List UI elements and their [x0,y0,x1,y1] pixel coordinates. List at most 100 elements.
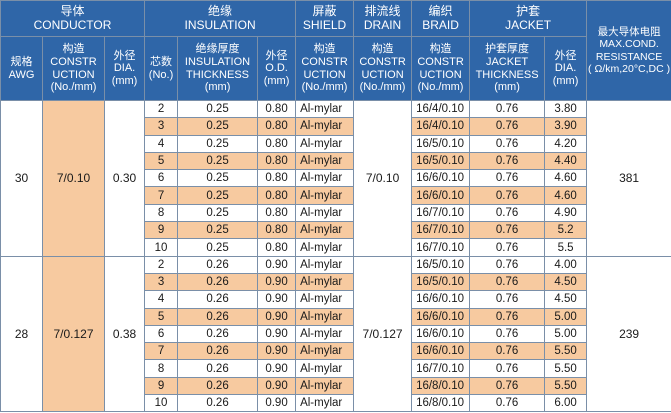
insulation-thickness-cell: 0.26 [177,272,259,292]
jacket-dia-cell: 4.00 [544,255,588,274]
insulation-thickness-cell: 0.25 [177,117,259,136]
insulation-thickness-cell: 0.25 [177,238,259,257]
cores-cell: 2 [144,255,179,274]
jacket-dia-cell: 4.40 [544,151,588,171]
shield-header: 屏蔽 SHIELD [295,0,355,37]
insulation-thickness-cell: 0.25 [177,203,259,223]
insulation-od-cell: 0.90 [257,255,297,274]
jacket-thickness-cell: 0.76 [469,394,546,413]
shield-construction-cell: Al-mylar [295,117,355,136]
cores-cell: 10 [144,394,179,413]
jacket-dia-cell: 5.5 [544,238,588,257]
shield-construction-cell: Al-mylar [295,151,355,171]
table-row: 7 0.26 0.90 Al-mylar 16/6/0.10 0.76 5.50 [1,342,671,361]
insulation-od-cell: 0.80 [257,221,297,240]
jacket-dia-cell: 5.00 [544,307,588,326]
ins-thickness-header-text: 绝缘厚度 INSULATION THICKNESS (mm) [184,43,251,94]
resistance-header-text: 最大导体电阻 MAX.COND. RESISTANCE ( Ω/km,20°C,… [588,26,671,75]
jacket-dia-cell: 5.50 [544,376,588,396]
cores-cell: 6 [144,169,179,188]
jacket-dia-cell: 4.50 [544,272,588,292]
jacket-thickness-cell: 0.76 [469,203,546,223]
insulation-od-cell: 0.80 [257,134,297,153]
conductor-dia-cell: 0.30 [103,100,146,257]
jacket-dia-header: 外径 DIA. (mm) [544,36,588,101]
shield-construction-cell: Al-mylar [295,324,355,344]
braid-construction-cell: 16/8/0.10 [411,376,471,396]
insulation-od-cell: 0.80 [257,238,297,257]
insulation-thickness-cell: 0.25 [177,99,259,119]
braid-header-text: 编织 BRAID [422,3,459,32]
insulation-thickness-cell: 0.26 [177,290,259,309]
braid-construction-cell: 16/7/0.10 [411,203,471,223]
jacket-thickness-cell: 0.76 [469,359,546,378]
jacket-header: 护套 JACKET [469,0,588,37]
awg-header-text: 规格 AWG [8,55,35,81]
shield-construction-cell: Al-mylar [295,221,355,240]
shield-construction-cell: Al-mylar [295,359,355,378]
table-row: 30 7/0.10 0.30 2 0.25 0.80 Al-mylar 7/0.10 16/4/… [0,99,671,257]
insulation-od-cell: 0.80 [257,99,297,119]
braid-construction-cell: 16/6/0.10 [411,324,471,344]
jacket-thickness-cell: 0.76 [469,221,546,240]
jacket-dia-cell: 4.50 [544,290,588,309]
braid-construction-cell: 16/7/0.10 [411,359,471,378]
cores-cell: 7 [144,186,179,205]
insulation-od-cell: 0.90 [257,359,297,378]
awg-cell: 30 [0,100,43,257]
cond-dia-header-text: 外径 DIA. (mm) [111,49,138,87]
conductor-dia-cell: 0.38 [103,255,146,413]
insulation-thickness-cell: 0.25 [177,221,259,240]
jacket-header-text: 护套 JACKET [505,3,552,32]
insulation-thickness-cell: 0.26 [177,342,259,361]
conductor-construction-cell: 7/0.127 [42,255,105,413]
insulation-thickness-cell: 0.26 [177,376,259,396]
cores-cell: 3 [144,117,179,136]
braid-construction-header-text: 构造 CONSTR UCTION (No./mm) [417,43,464,94]
awg-cell: 28 [0,255,43,413]
shield-construction-cell: Al-mylar [295,169,355,188]
ins-od-header-text: 外径 O.D. (mm) [263,49,290,87]
insulation-thickness-cell: 0.25 [177,151,259,171]
jacket-dia-cell: 5.50 [544,342,588,361]
shield-construction-cell: Al-mylar [295,134,355,153]
cores-cell: 2 [144,99,179,119]
shield-construction-cell: Al-mylar [295,203,355,223]
insulation-header-text: 绝缘 INSULATION [184,3,256,32]
insulation-header: 绝缘 INSULATION [144,0,297,37]
cond-construction-header: 构造 CONSTR UCTION (No./mm) [42,36,105,101]
jacket-dia-cell: 4.20 [544,134,588,153]
table-row: 28 7/0.127 0.38 2 0.26 0.90 Al-mylar 7/0.127 16/… [0,255,671,413]
braid-construction-cell: 16/6/0.10 [411,169,471,188]
braid-construction-cell: 16/4/0.10 [411,117,471,136]
cond-dia-header: 外径 DIA. (mm) [103,36,146,101]
cores-cell: 5 [144,307,179,326]
jacket-thickness-cell: 0.76 [469,324,546,344]
table-row: 10 0.25 0.80 Al-mylar 16/7/0.10 0.76 5.5 [1,238,671,257]
jacket-thickness-cell: 0.76 [469,238,546,257]
insulation-thickness-cell: 0.25 [177,186,259,205]
insulation-od-cell: 0.90 [257,272,297,292]
braid-construction-cell: 16/5/0.10 [411,255,471,274]
insulation-od-cell: 0.90 [257,376,297,396]
table-row: 6 0.25 0.80 Al-mylar 16/6/0.10 0.76 4.60 [1,169,671,188]
resistance-cell: 239 [586,255,671,413]
jacket-dia-cell: 3.80 [544,99,588,119]
braid-construction-cell: 16/5/0.10 [411,134,471,153]
drain-header: 排流线 DRAIN [353,0,413,37]
braid-construction-cell: 16/7/0.10 [411,221,471,240]
table-body: 30 7/0.10 0.30 2 0.25 0.80 Al-mylar 7/0.10 16/4/… [0,99,671,413]
table-row: 6 0.26 0.90 Al-mylar 16/6/0.10 0.76 5.00 [1,324,671,344]
table-row: 9 0.26 0.90 Al-mylar 16/8/0.10 0.76 5.50 [1,376,671,396]
insulation-od-cell: 0.90 [257,342,297,361]
jacket-dia-cell: 3.90 [544,117,588,136]
jacket-thickness-cell: 0.76 [469,186,546,205]
shield-construction-header-text: 构造 CONSTR UCTION (No./mm) [301,43,348,94]
insulation-od-cell: 0.80 [257,151,297,171]
jacket-thickness-header: 护套厚度 JACKET THICKNESS (mm) [469,36,546,101]
braid-construction-cell: 16/6/0.10 [411,307,471,326]
shield-construction-cell: Al-mylar [295,290,355,309]
jacket-thickness-cell: 0.76 [469,151,546,171]
braid-construction-cell: 16/6/0.10 [411,186,471,205]
shield-construction-cell: Al-mylar [295,272,355,292]
